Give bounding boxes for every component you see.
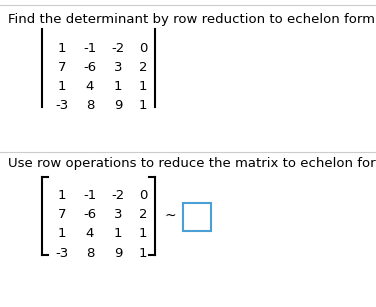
Text: -2: -2 [111, 42, 124, 55]
Text: 9: 9 [114, 99, 122, 112]
Text: 1: 1 [58, 189, 66, 202]
Text: 1: 1 [139, 99, 147, 112]
Text: 1: 1 [114, 80, 122, 93]
Text: -3: -3 [55, 99, 69, 112]
Text: 3: 3 [114, 61, 122, 74]
Text: 7: 7 [58, 208, 66, 221]
Text: 4: 4 [86, 80, 94, 93]
Text: Find the determinant by row reduction to echelon form.: Find the determinant by row reduction to… [8, 13, 376, 26]
Text: 1: 1 [58, 227, 66, 240]
Text: 1: 1 [139, 247, 147, 260]
Text: 1: 1 [139, 227, 147, 240]
Text: 1: 1 [58, 80, 66, 93]
Text: 8: 8 [86, 247, 94, 260]
Text: ~: ~ [164, 209, 176, 223]
Text: 2: 2 [139, 208, 147, 221]
Text: 0: 0 [139, 42, 147, 55]
Text: 7: 7 [58, 61, 66, 74]
Text: 1: 1 [139, 80, 147, 93]
Text: 4: 4 [86, 227, 94, 240]
Text: -6: -6 [83, 208, 97, 221]
Text: 0: 0 [139, 189, 147, 202]
Text: -2: -2 [111, 189, 124, 202]
Text: -3: -3 [55, 247, 69, 260]
Text: -1: -1 [83, 42, 97, 55]
Text: -6: -6 [83, 61, 97, 74]
Text: Use row operations to reduce the matrix to echelon form.: Use row operations to reduce the matrix … [8, 157, 376, 170]
Text: 2: 2 [139, 61, 147, 74]
Bar [183, 203, 211, 231]
Text: 9: 9 [114, 247, 122, 260]
Text: 3: 3 [114, 208, 122, 221]
Text: 8: 8 [86, 99, 94, 112]
Text: -1: -1 [83, 189, 97, 202]
Text: 1: 1 [58, 42, 66, 55]
Text: 1: 1 [114, 227, 122, 240]
